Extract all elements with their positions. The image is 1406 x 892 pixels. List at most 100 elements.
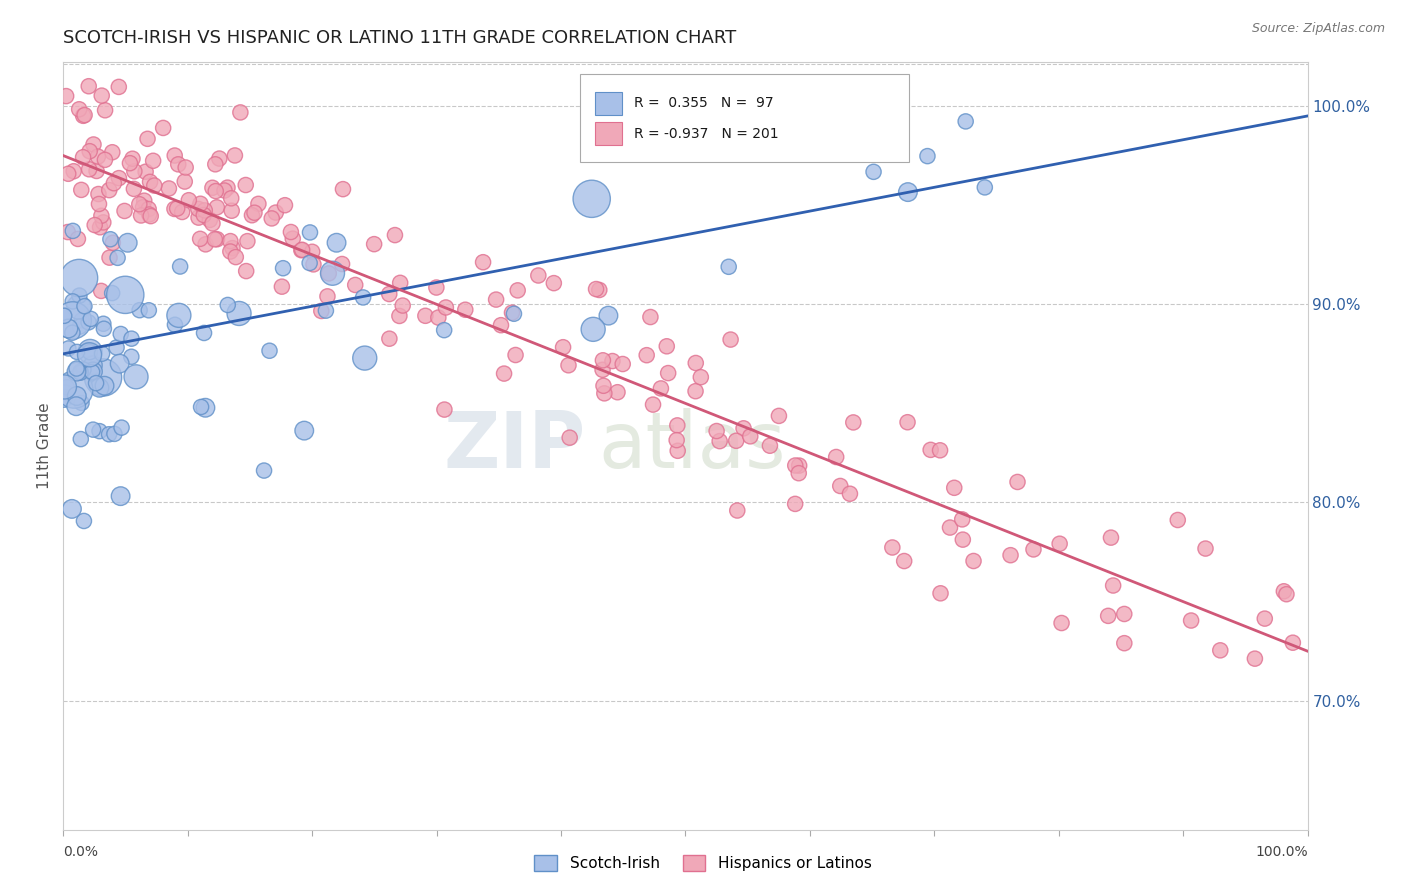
- Point: [725, 503, 748, 517]
- Point: [157, 181, 180, 195]
- Point: [332, 182, 354, 196]
- Point: [260, 211, 283, 226]
- Point: [103, 426, 125, 441]
- Point: [588, 283, 610, 297]
- Point: [391, 299, 413, 313]
- Point: [962, 554, 984, 568]
- Point: [79, 345, 101, 359]
- Point: [139, 209, 162, 223]
- Point: [685, 356, 707, 370]
- Point: [602, 354, 624, 368]
- Point: [93, 317, 115, 331]
- Point: [298, 226, 321, 240]
- Y-axis label: 11th Grade: 11th Grade: [37, 402, 52, 490]
- Point: [121, 152, 143, 166]
- Point: [89, 424, 111, 438]
- Point: [55, 89, 77, 103]
- Point: [585, 282, 607, 296]
- Point: [650, 381, 672, 395]
- Point: [236, 234, 259, 248]
- Point: [55, 380, 77, 394]
- Point: [142, 153, 165, 168]
- Point: [1050, 615, 1073, 630]
- Point: [301, 244, 323, 259]
- Point: [143, 178, 166, 193]
- Point: [89, 220, 111, 235]
- Point: [551, 340, 574, 354]
- Point: [110, 326, 132, 341]
- Point: [53, 380, 76, 394]
- Point: [169, 260, 191, 274]
- FancyBboxPatch shape: [595, 122, 621, 145]
- Point: [80, 312, 103, 326]
- Point: [105, 341, 128, 355]
- Point: [298, 256, 321, 270]
- Point: [943, 481, 966, 495]
- Point: [128, 303, 150, 318]
- Point: [592, 353, 614, 368]
- Point: [163, 318, 186, 332]
- Point: [53, 390, 76, 404]
- Text: 100.0%: 100.0%: [1256, 846, 1308, 859]
- Point: [163, 202, 186, 216]
- Point: [93, 322, 115, 336]
- Point: [82, 423, 104, 437]
- Point: [882, 541, 904, 555]
- Point: [973, 180, 995, 194]
- Point: [138, 303, 160, 318]
- Point: [193, 208, 215, 222]
- Point: [1097, 608, 1119, 623]
- Point: [129, 209, 152, 223]
- Point: [271, 261, 294, 276]
- Point: [208, 152, 231, 166]
- Point: [489, 318, 512, 333]
- Point: [204, 157, 226, 171]
- Point: [77, 79, 100, 94]
- Point: [120, 350, 142, 364]
- Point: [363, 237, 385, 252]
- Point: [433, 402, 456, 417]
- Point: [657, 366, 679, 380]
- Point: [311, 304, 333, 318]
- Point: [720, 333, 742, 347]
- Point: [77, 162, 100, 177]
- Point: [378, 287, 401, 301]
- Point: [90, 209, 112, 223]
- Point: [66, 345, 89, 359]
- Point: [80, 365, 103, 379]
- Point: [1209, 643, 1232, 657]
- Point: [1167, 513, 1189, 527]
- Point: [79, 348, 101, 362]
- Point: [101, 145, 124, 160]
- Point: [121, 332, 143, 346]
- Point: [93, 378, 115, 392]
- Text: atlas: atlas: [599, 408, 786, 484]
- Point: [98, 427, 121, 442]
- Point: [388, 309, 411, 323]
- Point: [217, 180, 239, 194]
- Point: [384, 228, 406, 243]
- Point: [72, 150, 94, 164]
- Point: [58, 342, 80, 356]
- Point: [187, 211, 209, 225]
- Point: [896, 415, 918, 429]
- Point: [152, 120, 174, 135]
- Point: [62, 313, 84, 327]
- Point: [58, 167, 80, 181]
- Point: [62, 294, 84, 309]
- Point: [292, 424, 315, 438]
- Text: SCOTCH-IRISH VS HISPANIC OR LATINO 11TH GRADE CORRELATION CHART: SCOTCH-IRISH VS HISPANIC OR LATINO 11TH …: [63, 29, 737, 47]
- Point: [65, 365, 87, 379]
- Point: [543, 276, 565, 290]
- Point: [190, 196, 212, 211]
- Point: [740, 429, 762, 443]
- Point: [77, 343, 100, 357]
- Point: [138, 202, 160, 216]
- Point: [685, 384, 707, 399]
- Point: [253, 464, 276, 478]
- Point: [228, 306, 250, 320]
- Point: [98, 183, 121, 197]
- Point: [56, 225, 79, 239]
- Point: [352, 290, 374, 304]
- Point: [733, 421, 755, 435]
